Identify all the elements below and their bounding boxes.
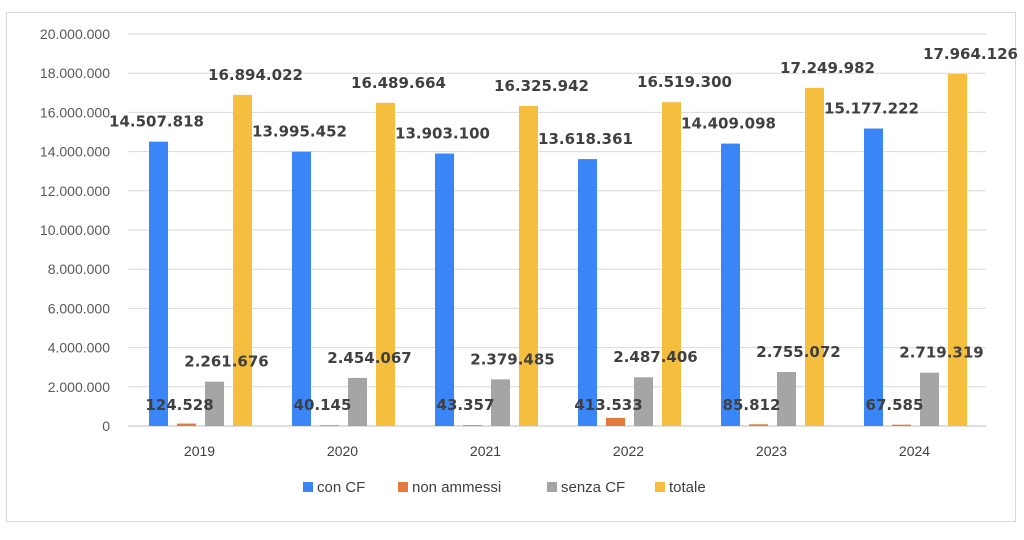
gridlines <box>128 33 986 427</box>
bars <box>149 73 967 427</box>
bar-totale <box>805 87 824 426</box>
bar-con-cf <box>435 153 454 426</box>
legend-label: con CF <box>317 479 365 496</box>
data-label: 124.528 <box>145 396 213 414</box>
bar-non-ammessi <box>463 425 482 426</box>
data-label: 85.812 <box>723 396 781 414</box>
y-axis: 0 2.000.000 4.000.000 6.000.000 8.000.000 10.… <box>40 26 110 434</box>
y-tick-label: 18.000.000 <box>40 65 110 81</box>
data-label: 13.995.452 <box>252 123 347 141</box>
x-axis: 2019 2020 2021 2022 2023 2024 <box>184 443 930 459</box>
data-label: 2.755.072 <box>756 343 840 361</box>
bar-non-ammessi <box>892 424 911 426</box>
x-tick-label: 2024 <box>899 443 930 459</box>
data-label: 14.507.818 <box>109 113 204 131</box>
legend-swatch <box>655 482 665 492</box>
bar-con-cf <box>721 143 740 427</box>
legend-label: totale <box>669 479 706 496</box>
bar-con-cf <box>149 141 168 426</box>
bar-totale <box>233 94 252 426</box>
data-label: 15.177.222 <box>824 100 919 118</box>
legend-swatch <box>547 482 557 492</box>
y-tick-label: 8.000.000 <box>48 261 110 277</box>
bar-senza-cf <box>491 379 510 426</box>
legend: con CF non ammessi senza CF totale <box>303 479 706 496</box>
bar-con-cf <box>292 151 311 426</box>
legend-swatch <box>398 482 408 492</box>
data-label: 413.533 <box>574 396 642 414</box>
data-label: 13.618.361 <box>538 130 633 148</box>
x-tick-label: 2023 <box>756 443 787 459</box>
bar-totale <box>519 106 538 426</box>
legend-swatch <box>303 482 313 492</box>
bar-senza-cf <box>205 381 224 426</box>
data-label: 67.585 <box>866 396 924 414</box>
data-label: 2.719.319 <box>899 344 983 362</box>
bar-totale <box>662 102 681 427</box>
data-label: 2.261.676 <box>184 353 268 371</box>
data-label: 2.487.406 <box>613 348 697 366</box>
data-label: 16.519.300 <box>637 73 732 91</box>
data-labels: 14.507.818 124.528 2.261.676 16.894.022 13.9… <box>109 45 1018 414</box>
x-tick-label: 2019 <box>184 443 215 459</box>
data-label: 16.894.022 <box>208 66 303 84</box>
data-label: 14.409.098 <box>681 115 776 133</box>
data-label: 17.964.126 <box>923 45 1018 63</box>
y-tick-label: 6.000.000 <box>48 300 110 316</box>
bar-non-ammessi <box>177 423 196 426</box>
data-label: 2.454.067 <box>327 349 411 367</box>
legend-label: non ammessi <box>412 479 501 496</box>
y-tick-label: 14.000.000 <box>40 144 110 160</box>
bar-con-cf <box>864 128 883 427</box>
bar-totale <box>376 102 395 426</box>
data-label: 17.249.982 <box>780 59 875 77</box>
data-label: 16.325.942 <box>494 77 589 95</box>
y-tick-label: 16.000.000 <box>40 104 110 120</box>
bar-con-cf <box>578 159 597 426</box>
data-label: 2.379.485 <box>470 350 554 368</box>
bar-totale <box>948 73 967 426</box>
bar-senza-cf <box>348 377 367 426</box>
y-tick-label: 10.000.000 <box>40 222 110 238</box>
y-tick-label: 2.000.000 <box>48 379 110 395</box>
bar-non-ammessi <box>606 417 625 426</box>
y-tick-label: 4.000.000 <box>48 340 110 356</box>
x-tick-label: 2022 <box>613 443 644 459</box>
bar-senza-cf <box>634 377 653 426</box>
x-tick-label: 2021 <box>470 443 501 459</box>
data-label: 13.903.100 <box>395 124 490 142</box>
bar-non-ammessi <box>749 424 768 426</box>
data-label: 43.357 <box>437 396 495 414</box>
x-tick-label: 2020 <box>327 443 358 459</box>
y-tick-label: 0 <box>102 418 110 434</box>
legend-label: senza CF <box>561 479 625 496</box>
bar-senza-cf <box>777 372 796 426</box>
y-tick-label: 12.000.000 <box>40 183 110 199</box>
y-tick-label: 20.000.000 <box>40 26 110 42</box>
bar-senza-cf <box>920 372 939 426</box>
data-label: 40.145 <box>294 396 352 414</box>
data-label: 16.489.664 <box>351 74 446 92</box>
bar-non-ammessi <box>320 425 339 426</box>
chart-frame <box>6 12 1016 522</box>
